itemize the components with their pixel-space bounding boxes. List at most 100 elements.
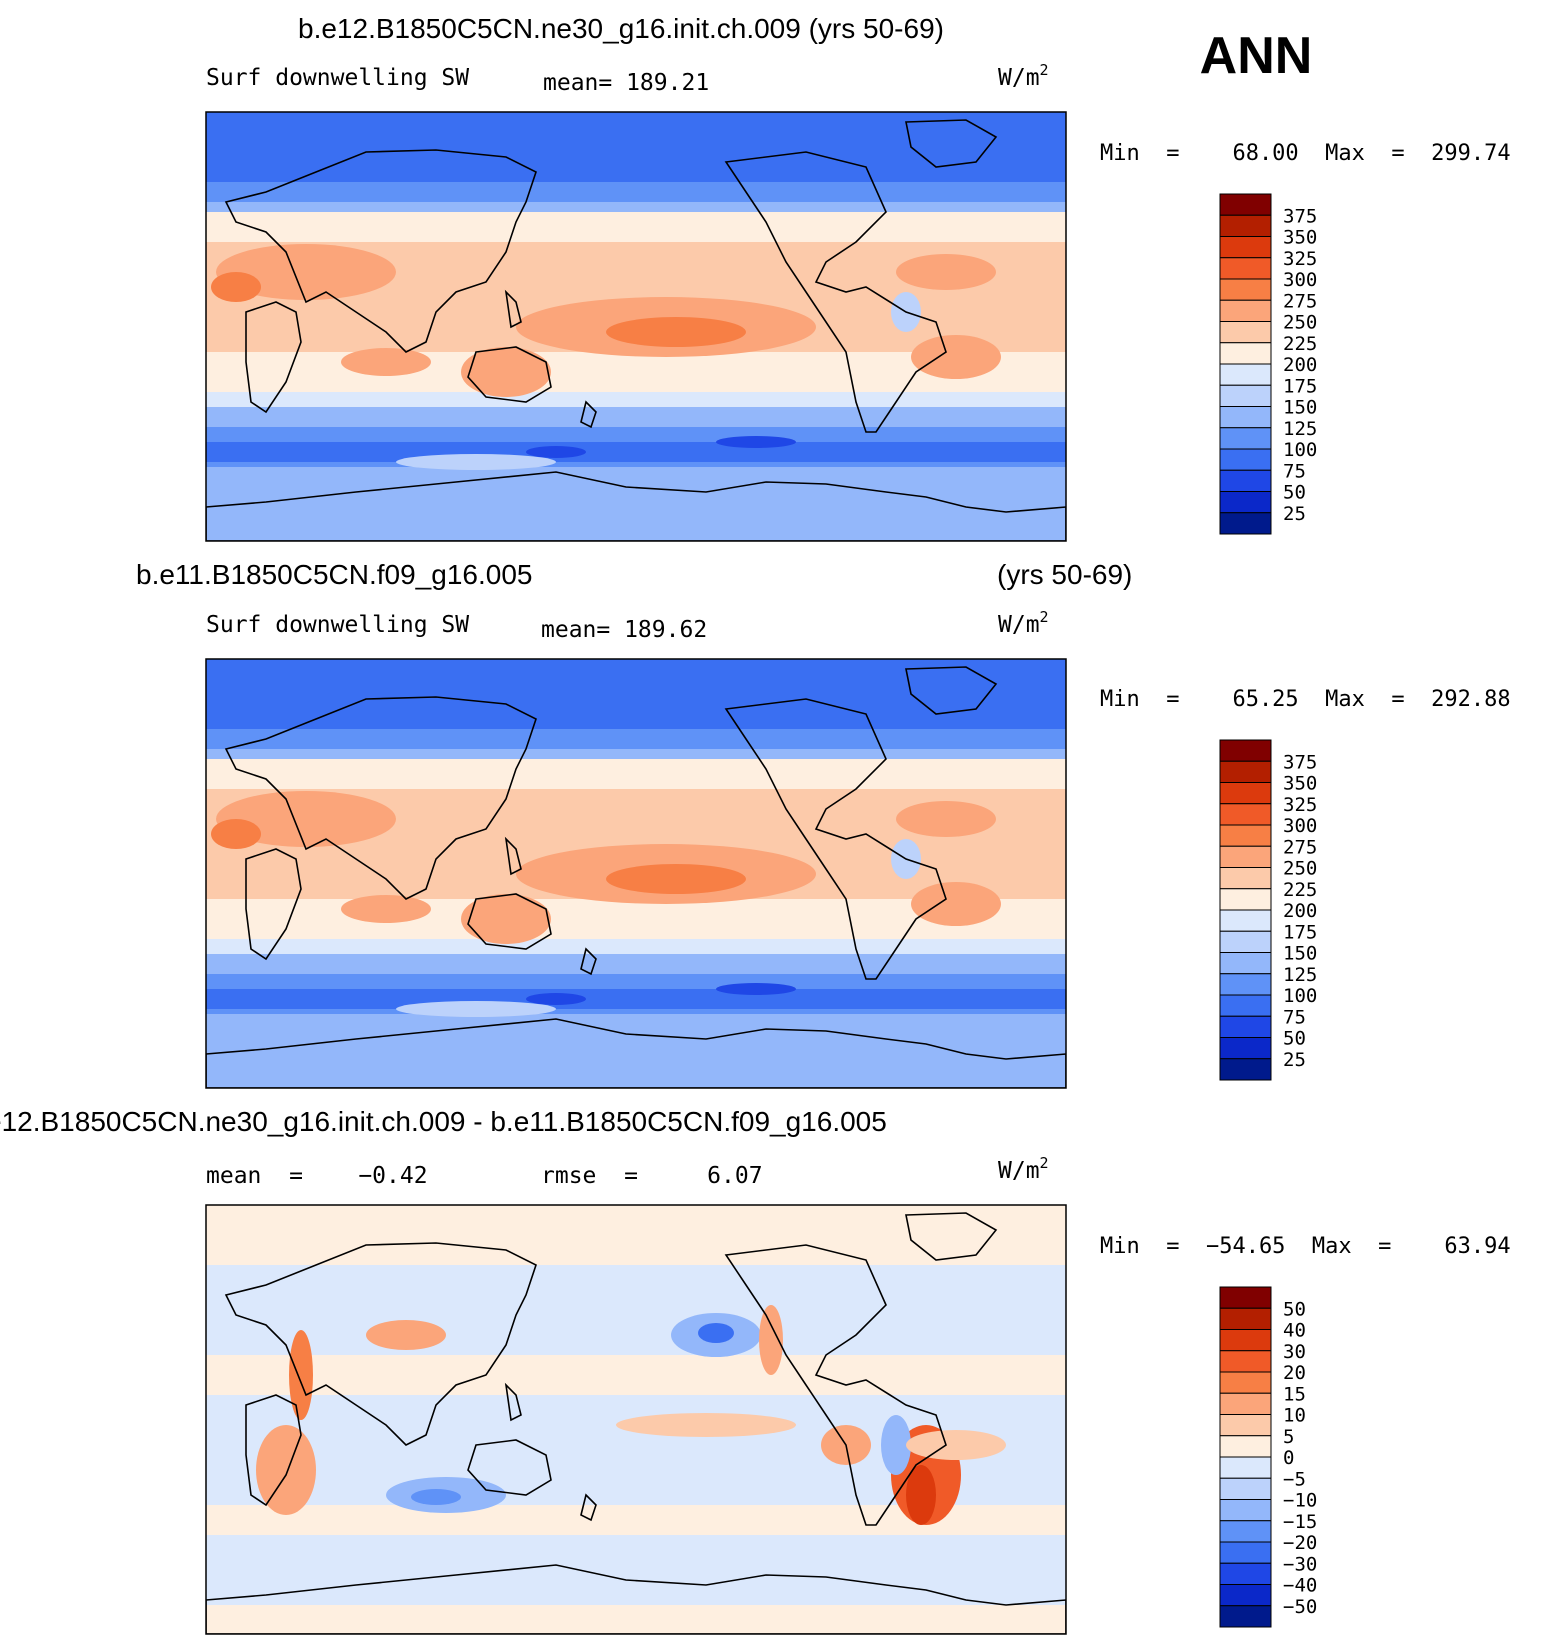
colorbar-box [1219, 1435, 1272, 1458]
colorbar-tick-label: 175 [1283, 375, 1317, 397]
colorbar-box [1219, 1456, 1272, 1479]
field-contour [906, 1430, 1006, 1460]
field-band [206, 989, 1066, 1009]
colorbar-tick-label: 325 [1283, 248, 1317, 270]
colorbar-tick-label: −5 [1283, 1468, 1306, 1490]
field-contour [698, 1323, 734, 1343]
colorbar-box [1219, 1037, 1272, 1060]
panel-2-colorbar: 3753503253002752502252001751501251007550… [1219, 739, 1317, 1081]
field-contour [341, 895, 431, 923]
coastline [504, 836, 522, 876]
colorbar-box [1219, 1058, 1272, 1081]
colorbar-tick-label: 300 [1283, 815, 1317, 837]
colorbar-box [1219, 782, 1272, 805]
colorbar-box [1219, 427, 1272, 450]
field-contour [911, 882, 1001, 926]
field-contour [896, 254, 996, 290]
colorbar-box [1219, 257, 1272, 280]
colorbar-tick-label: 200 [1283, 354, 1317, 376]
colorbar-tick-label: 25 [1283, 1049, 1306, 1071]
coastline [724, 698, 947, 980]
panel-2-units-exp: 2 [1040, 608, 1049, 626]
coastline [245, 848, 302, 961]
coastline [504, 1382, 522, 1422]
colorbar-tick-label: 125 [1283, 964, 1317, 986]
colorbar-box [1219, 299, 1272, 322]
coastline [245, 1394, 302, 1507]
colorbar-tick-label: 250 [1283, 312, 1317, 334]
colorbar-tick-label: 375 [1283, 205, 1317, 227]
colorbar-box [1219, 760, 1272, 783]
colorbar-box [1219, 406, 1272, 429]
panel-2-variable-label: Surf downwelling SW [206, 612, 469, 638]
colorbar-tick-label: −10 [1283, 1490, 1317, 1512]
colorbar-tick-label: 0 [1283, 1447, 1294, 1469]
panel-2-minmax: Min = 65.25 Max = 292.88 [1100, 687, 1511, 712]
colorbar-box [1219, 1015, 1272, 1038]
field-contour [896, 801, 996, 837]
field-contour [881, 1415, 911, 1475]
colorbar-tick-label: 275 [1283, 836, 1317, 858]
colorbar-box [1219, 867, 1272, 890]
colorbar-box [1219, 363, 1272, 386]
colorbar-box [1219, 236, 1272, 259]
field-band [206, 1265, 1066, 1355]
colorbar-tick-label: −50 [1283, 1596, 1317, 1618]
field-contour [461, 894, 551, 944]
colorbar-tick-label: 25 [1283, 503, 1306, 525]
colorbar-box [1219, 1350, 1272, 1373]
colorbar-tick-label: 250 [1283, 858, 1317, 880]
colorbar-box [1219, 1329, 1272, 1352]
colorbar-box [1219, 952, 1272, 975]
colorbar-box [1219, 1371, 1272, 1394]
colorbar-tick-label: 350 [1283, 227, 1317, 249]
field-contour [759, 1305, 783, 1375]
field-contour [606, 864, 746, 894]
colorbar-box [1219, 994, 1272, 1017]
field-band [206, 1014, 1066, 1088]
field-contour [461, 347, 551, 397]
field-contour [606, 317, 746, 347]
colorbar-tick-label: 75 [1283, 1006, 1306, 1028]
field-band [206, 112, 1066, 182]
panel-3-rmse-label: rmse = 6.07 [541, 1163, 763, 1189]
coastline [905, 666, 998, 715]
coastline [206, 471, 1066, 541]
colorbar-box [1219, 1392, 1272, 1415]
colorbar-box [1219, 1584, 1272, 1607]
colorbar-tick-label: −20 [1283, 1532, 1317, 1554]
coastline [905, 1212, 998, 1261]
colorbar-box [1219, 448, 1272, 471]
coastline [467, 346, 552, 403]
colorbar-box [1219, 845, 1272, 868]
field-band [206, 467, 1066, 541]
coastline [467, 893, 552, 950]
colorbar-box [1219, 278, 1272, 301]
colorbar-box [1219, 193, 1272, 216]
panel-2-title: b.e11.B1850C5CN.f09_g16.005 [136, 559, 532, 590]
panel-3: e12.B1850C5CN.ne30_g16.init.ch.009 - b.e… [0, 1106, 1511, 1635]
colorbar-tick-label: 150 [1283, 943, 1317, 965]
coastline [580, 947, 597, 976]
colorbar-tick-label: 200 [1283, 900, 1317, 922]
field-band [206, 659, 1066, 729]
panel-3-mean-label: mean = −0.42 [206, 1163, 428, 1189]
colorbar-tick-label: 150 [1283, 397, 1317, 419]
colorbar-box [1219, 342, 1272, 365]
panel-1: b.e12.B1850C5CN.ne30_g16.init.ch.009 (yr… [205, 13, 1511, 542]
coastline [724, 1244, 947, 1526]
coastline [905, 119, 998, 168]
colorbar-box [1219, 888, 1272, 911]
coastline [467, 1439, 552, 1496]
colorbar-tick-label: 75 [1283, 460, 1306, 482]
colorbar-box [1219, 491, 1272, 514]
colorbar-box [1219, 214, 1272, 237]
colorbar-tick-label: 50 [1283, 1298, 1306, 1320]
field-contour [411, 1489, 461, 1505]
colorbar-tick-label: 5 [1283, 1426, 1294, 1448]
colorbar-tick-label: 350 [1283, 773, 1317, 795]
colorbar-box [1219, 1414, 1272, 1437]
field-contour [211, 272, 261, 302]
panel-1-map-frame [205, 111, 1067, 542]
